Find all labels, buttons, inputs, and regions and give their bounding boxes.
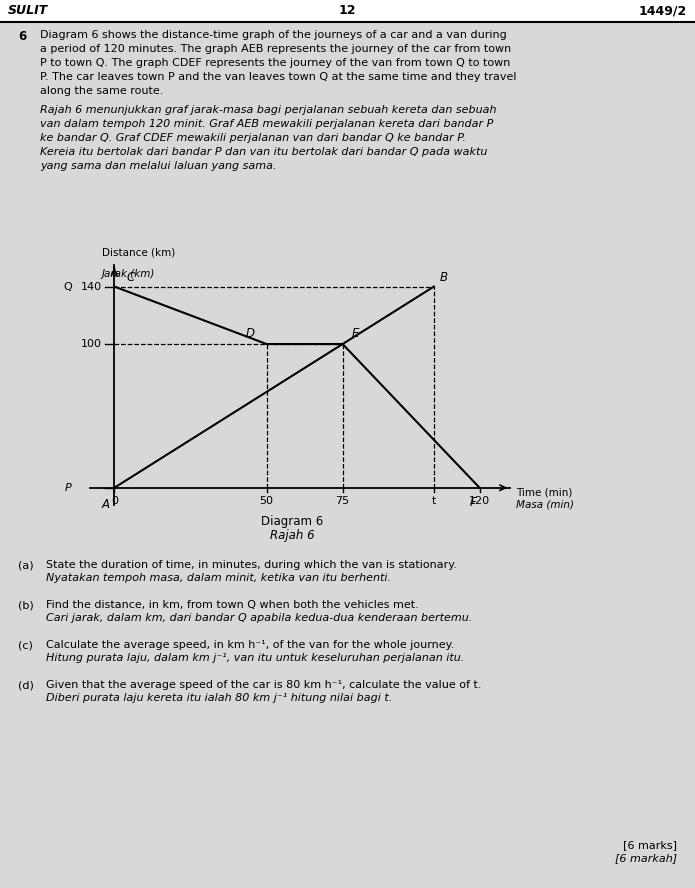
Text: a period of 120 minutes. The graph AEB represents the journey of the car from to: a period of 120 minutes. The graph AEB r… bbox=[40, 44, 512, 54]
Text: B: B bbox=[440, 271, 448, 283]
Text: Q: Q bbox=[63, 281, 72, 291]
Text: State the duration of time, in minutes, during which the van is stationary.: State the duration of time, in minutes, … bbox=[46, 560, 457, 570]
Text: Diberi purata laju kereta itu ialah 80 km j⁻¹ hitung nilai bagi t.: Diberi purata laju kereta itu ialah 80 k… bbox=[46, 693, 392, 703]
Text: P to town Q. The graph CDEF represents the journey of the van from town Q to tow: P to town Q. The graph CDEF represents t… bbox=[40, 58, 510, 68]
Text: F: F bbox=[470, 496, 477, 510]
Text: yang sama dan melalui laluan yang sama.: yang sama dan melalui laluan yang sama. bbox=[40, 161, 277, 171]
Text: (b): (b) bbox=[18, 600, 34, 610]
Text: 75: 75 bbox=[336, 496, 350, 506]
Text: (c): (c) bbox=[18, 640, 33, 650]
Text: Find the distance, in km, from town Q when both the vehicles met.: Find the distance, in km, from town Q wh… bbox=[46, 600, 419, 610]
Bar bbox=[0, 0, 695, 22]
Text: [6 marks]: [6 marks] bbox=[623, 840, 677, 850]
Text: A: A bbox=[101, 498, 109, 511]
Text: ke bandar Q. Graf CDEF mewakili perjalanan van dari bandar Q ke bandar P.: ke bandar Q. Graf CDEF mewakili perjalan… bbox=[40, 133, 466, 143]
Text: [6 markah]: [6 markah] bbox=[615, 853, 677, 863]
Text: 0: 0 bbox=[111, 496, 118, 506]
Text: Kereia itu bertolak dari bandar P dan van itu bertolak dari bandar Q pada waktu: Kereia itu bertolak dari bandar P dan va… bbox=[40, 147, 487, 157]
Text: D: D bbox=[245, 327, 254, 340]
Text: (a): (a) bbox=[18, 560, 33, 570]
Text: E: E bbox=[352, 327, 359, 340]
Text: 120: 120 bbox=[469, 496, 490, 506]
Text: Calculate the average speed, in km h⁻¹, of the van for the whole journey.: Calculate the average speed, in km h⁻¹, … bbox=[46, 640, 455, 650]
Text: SULIT: SULIT bbox=[8, 4, 48, 18]
Text: t: t bbox=[432, 496, 436, 506]
Text: 100: 100 bbox=[81, 339, 102, 349]
Text: 6: 6 bbox=[18, 30, 26, 43]
Text: Diagram 6: Diagram 6 bbox=[261, 515, 323, 528]
Text: Hitung purata laju, dalam km j⁻¹, van itu untuk keseluruhan perjalanan itu.: Hitung purata laju, dalam km j⁻¹, van it… bbox=[46, 653, 464, 663]
Text: along the same route.: along the same route. bbox=[40, 86, 163, 96]
Text: 50: 50 bbox=[259, 496, 274, 506]
Text: Rajah 6: Rajah 6 bbox=[270, 529, 314, 542]
Text: Diagram 6 shows the distance-time graph of the journeys of a car and a van durin: Diagram 6 shows the distance-time graph … bbox=[40, 30, 507, 40]
Text: Jarak (km): Jarak (km) bbox=[102, 269, 156, 280]
Text: C: C bbox=[126, 271, 135, 283]
Text: P: P bbox=[65, 483, 72, 493]
Text: Rajah 6 menunjukkan graf jarak-masa bagi perjalanan sebuah kereta dan sebuah: Rajah 6 menunjukkan graf jarak-masa bagi… bbox=[40, 105, 496, 115]
Text: 1449/2: 1449/2 bbox=[639, 4, 687, 18]
Text: Distance (km): Distance (km) bbox=[102, 248, 175, 258]
Text: 140: 140 bbox=[81, 281, 102, 291]
Text: Nyatakan tempoh masa, dalam minit, ketika van itu berhenti.: Nyatakan tempoh masa, dalam minit, ketik… bbox=[46, 573, 391, 583]
Text: Masa (min): Masa (min) bbox=[516, 499, 574, 509]
Text: Cari jarak, dalam km, dari bandar Q apabila kedua-dua kenderaan bertemu.: Cari jarak, dalam km, dari bandar Q apab… bbox=[46, 613, 472, 623]
Text: Given that the average speed of the car is 80 km h⁻¹, calculate the value of t.: Given that the average speed of the car … bbox=[46, 680, 482, 690]
Text: (d): (d) bbox=[18, 680, 34, 690]
Text: 12: 12 bbox=[338, 4, 357, 18]
Text: van dalam tempoh 120 minit. Graf AEB mewakili perjalanan kereta dari bandar P: van dalam tempoh 120 minit. Graf AEB mew… bbox=[40, 119, 493, 129]
Text: P. The car leaves town P and the van leaves town Q at the same time and they tra: P. The car leaves town P and the van lea… bbox=[40, 72, 516, 82]
Text: Time (min): Time (min) bbox=[516, 488, 573, 498]
